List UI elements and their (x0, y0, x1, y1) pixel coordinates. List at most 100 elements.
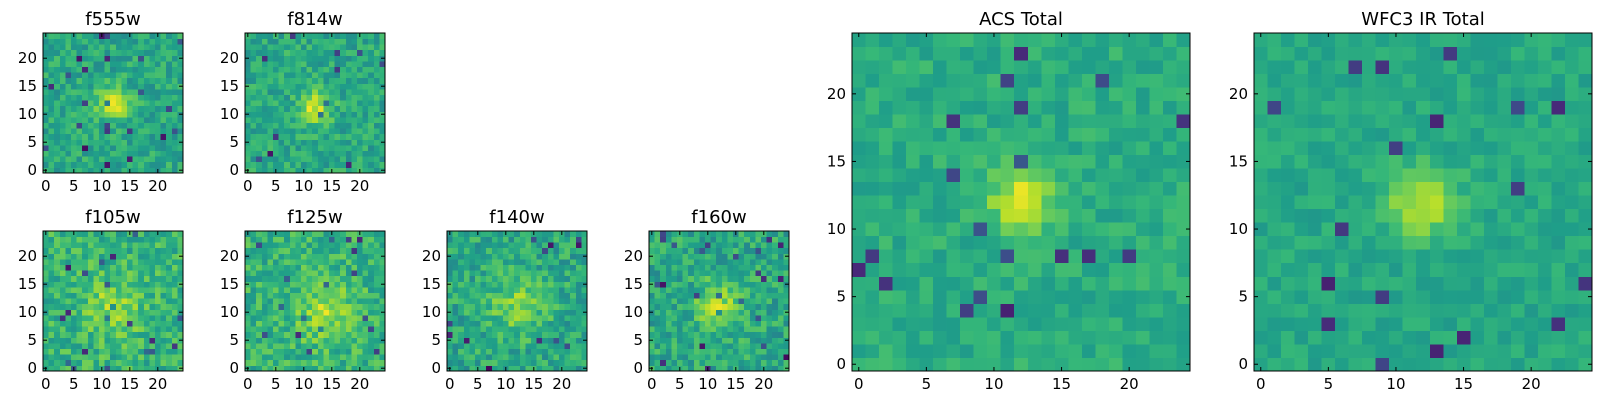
heatmap-cell (879, 154, 893, 169)
heatmap-cell (368, 253, 375, 260)
heatmap-cell (766, 326, 773, 333)
heatmap-cell (284, 242, 291, 249)
heatmap-cell (721, 231, 728, 237)
heatmap-cell (688, 326, 695, 333)
heatmap-cell (733, 236, 739, 243)
heatmap-cell (879, 60, 893, 74)
heatmap-cell (99, 72, 105, 79)
heatmap-cell (553, 309, 560, 316)
heatmap-cell (536, 320, 543, 327)
heatmap-cell (519, 242, 526, 249)
heatmap-cell (43, 145, 49, 151)
heatmap-cell (306, 236, 313, 243)
heatmap-cell (323, 145, 330, 151)
heatmap-cell (865, 141, 880, 156)
heatmap-cell (777, 359, 784, 366)
heatmap-cell (379, 343, 386, 349)
heatmap-cell (486, 253, 493, 260)
heatmap-cell (1483, 222, 1498, 237)
heatmap-cell (295, 139, 302, 146)
heatmap-cell (727, 292, 734, 299)
heatmap-cell (755, 292, 762, 299)
heatmap-cell (761, 270, 767, 277)
heatmap-cell (301, 105, 307, 112)
heatmap-cell (654, 253, 661, 260)
heatmap-cell (514, 275, 521, 282)
heatmap-cell (1081, 208, 1096, 223)
heatmap-cell (334, 236, 341, 243)
heatmap-cell (261, 161, 268, 168)
heatmap-cell (508, 292, 515, 299)
heatmap-cell (1027, 46, 1042, 61)
heatmap-cell (278, 150, 285, 157)
heatmap-cell (379, 150, 386, 157)
heatmap-cell (946, 357, 961, 372)
heatmap-cell (1308, 343, 1322, 358)
heatmap-cell (166, 161, 173, 168)
heatmap-cell (132, 150, 139, 157)
heatmap-cell (317, 365, 324, 372)
heatmap-cell (1095, 195, 1110, 210)
heatmap-cell (699, 287, 706, 293)
heatmap-cell (177, 150, 184, 157)
heatmap-cell (368, 259, 375, 265)
heatmap-cell (93, 236, 100, 243)
heatmap-cell (542, 292, 549, 299)
heatmap-cell (688, 359, 695, 366)
heatmap-cell (351, 145, 358, 151)
heatmap-cell (1149, 60, 1164, 74)
heatmap-cell (267, 100, 274, 107)
heatmap-cell (250, 72, 257, 79)
heatmap-cell (345, 94, 352, 101)
heatmap-cell (475, 315, 481, 321)
heatmap-cell (334, 44, 341, 51)
heatmap-cell (54, 315, 61, 321)
heatmap-cell (879, 181, 893, 196)
heatmap-cell (906, 222, 920, 237)
heatmap-cell (143, 111, 150, 118)
heatmap-cell (1027, 276, 1042, 291)
heatmap-cell (749, 326, 756, 333)
heatmap-cell (171, 354, 178, 361)
heatmap-cell (933, 343, 948, 358)
heatmap-cell (733, 315, 739, 321)
heatmap-cell (121, 33, 128, 39)
heatmap-cell (289, 61, 296, 67)
heatmap-cell (744, 231, 751, 237)
heatmap-cell (553, 359, 560, 366)
heatmap-cell (43, 77, 49, 84)
heatmap-cell (54, 343, 61, 349)
heatmap-cell (59, 315, 66, 321)
heatmap-cell (166, 298, 173, 305)
heatmap-cell (486, 343, 493, 349)
heatmap-cell (289, 72, 296, 79)
heatmap-cell (155, 111, 161, 118)
heatmap-cell (514, 264, 521, 271)
heatmap-cell (250, 343, 257, 349)
heatmap-cell (660, 253, 667, 260)
heatmap-cell (531, 287, 537, 293)
heatmap-cell (155, 320, 161, 327)
x-tick-label: 20 (754, 375, 773, 393)
heatmap-cell (110, 83, 117, 90)
heatmap-cell (553, 365, 560, 372)
heatmap-cell (1108, 73, 1123, 88)
heatmap-cell (121, 139, 128, 146)
heatmap-cell (1176, 154, 1191, 169)
heatmap-cell (250, 365, 257, 372)
heatmap-cell (54, 150, 61, 157)
heatmap-cell (654, 231, 661, 237)
heatmap-cell (581, 264, 588, 271)
heatmap-cell (121, 264, 128, 271)
heatmap-cell (1443, 208, 1458, 223)
heatmap-cell (306, 231, 313, 237)
heatmap-cell (452, 247, 459, 254)
heatmap-cell (575, 236, 582, 243)
heatmap-cell (727, 247, 734, 254)
y-tick-label: 10 (827, 220, 846, 238)
heatmap-cell (1122, 316, 1137, 331)
heatmap-cell (368, 100, 375, 107)
heatmap-cell (733, 348, 739, 355)
heatmap-cell (777, 287, 784, 293)
heatmap-cell (475, 281, 481, 288)
